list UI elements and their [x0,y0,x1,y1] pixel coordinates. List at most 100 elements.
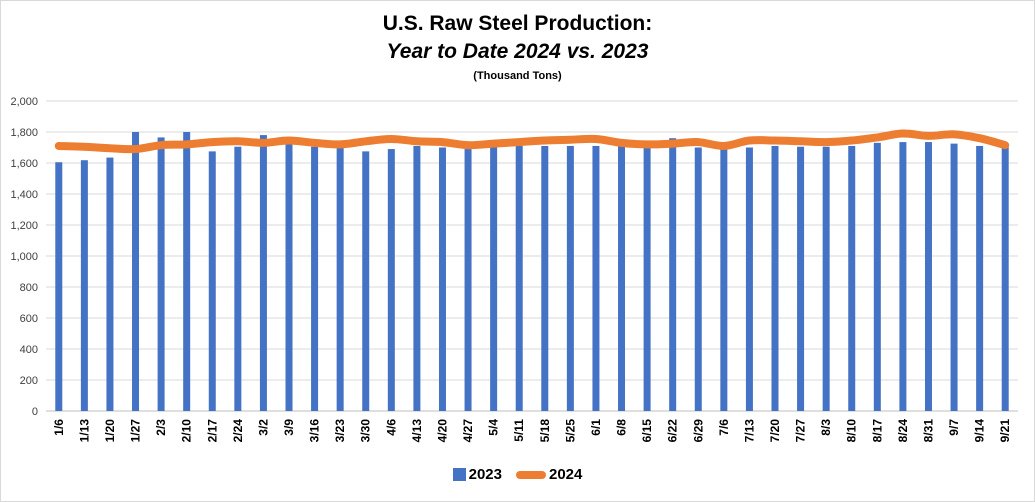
bar-2023 [541,145,549,411]
bar-2023 [720,148,728,411]
point-2024 [83,146,85,148]
point-2024 [186,143,188,145]
bar-2023 [745,147,753,411]
x-tick-label: 4/20 [435,419,449,443]
bar-2023 [566,145,574,411]
point-2024 [646,143,648,145]
y-tick-label: 1,000 [10,251,38,263]
point-2024 [109,147,111,149]
bar-2023 [976,145,984,411]
point-2024 [493,143,495,145]
point-2024 [876,136,878,138]
point-2024 [748,140,750,142]
x-tick-label: 3/2 [256,419,270,436]
x-tick-label: 5/18 [538,419,552,443]
point-2024 [211,141,213,143]
point-2024 [621,142,623,144]
bar-2023 [797,146,805,411]
bar-2023 [80,160,88,411]
bar-2023 [924,142,932,411]
point-2024 [953,133,955,135]
x-tick-label: 8/10 [845,419,859,443]
point-2024 [569,139,571,141]
x-tick-label: 1/27 [129,419,143,443]
bar-2023 [643,140,651,411]
point-2024 [262,142,264,144]
y-tick-label: 400 [20,344,38,356]
y-tick-label: 0 [32,406,38,418]
point-2024 [314,142,316,144]
bar-2023 [55,162,63,411]
x-tick-label: 5/4 [487,419,501,436]
bar-2023 [438,147,446,411]
x-tick-label: 1/20 [103,419,117,443]
bar-2023 [157,137,165,412]
bar-2023 [362,151,370,411]
x-tick-label: 7/20 [768,419,782,443]
bar-2023 [387,149,395,412]
point-2024 [1004,144,1006,146]
x-tick-label: 2/17 [205,419,219,443]
bar-2023 [694,147,702,411]
y-tick-label: 1,600 [10,158,38,170]
bar-2023 [132,132,140,411]
chart-title: U.S. Raw Steel Production: [382,12,653,35]
bar-2023 [592,145,600,411]
bar-2023 [822,146,830,411]
point-2024 [774,140,776,142]
x-tick-label: 6/15 [640,419,654,443]
point-2024 [135,148,137,150]
bar-2023 [950,143,958,411]
x-tick-label: 8/17 [870,419,884,443]
x-tick-label: 1/6 [52,419,66,436]
x-tick-label: 2/3 [154,419,168,436]
point-2024 [416,140,418,142]
bar-2023 [259,135,267,411]
x-tick-label: 6/8 [615,419,629,436]
x-tick-label: 8/31 [921,419,935,443]
bar-2023 [848,145,856,411]
x-tick-label: 3/30 [359,419,373,443]
x-tick-label: 7/13 [742,419,756,443]
point-2024 [672,143,674,145]
bar-2023 [515,145,523,411]
point-2024 [339,143,341,145]
x-tick-label: 3/16 [308,419,322,443]
bar-2023 [669,138,677,411]
chart-units: (Thousand Tons) [473,70,562,82]
bar-2023 [208,151,216,411]
x-tick-label: 4/27 [461,419,475,443]
x-tick-label: 5/11 [512,419,526,442]
point-2024 [800,140,802,142]
point-2024 [927,135,929,137]
x-tick-label: 2/10 [180,419,194,443]
y-tick-label: 1,400 [10,189,38,201]
chart-title-block: U.S. Raw Steel Production: Year to Date … [0,10,1035,84]
point-2024 [390,138,392,140]
point-2024 [467,144,469,146]
bar-2023 [618,145,626,411]
point-2024 [518,141,520,143]
legend-swatch-2024 [516,470,546,479]
chart-subtitle: Year to Date 2024 vs. 2023 [386,40,649,63]
x-tick-label: 6/22 [666,419,680,443]
y-tick-label: 2,000 [10,96,38,108]
x-tick-label: 2/24 [231,419,245,443]
line-2024 [54,129,1010,154]
point-2024 [544,140,546,142]
legend-swatch-2023 [452,468,466,481]
point-2024 [595,138,597,140]
y-tick-label: 800 [20,282,38,294]
point-2024 [160,144,162,146]
point-2024 [237,140,239,142]
bar-2023 [106,157,114,411]
x-tick-label: 5/25 [563,419,577,443]
legend-label-2023: 2023 [468,466,502,483]
x-tick-label: 8/24 [896,419,910,443]
bar-2023 [1001,146,1009,411]
x-tick-label: 9/14 [973,419,987,443]
x-tick-label: 3/9 [282,419,296,436]
y-tick-label: 600 [20,313,38,325]
legend-label-2024: 2024 [549,466,583,483]
point-2024 [851,140,853,142]
